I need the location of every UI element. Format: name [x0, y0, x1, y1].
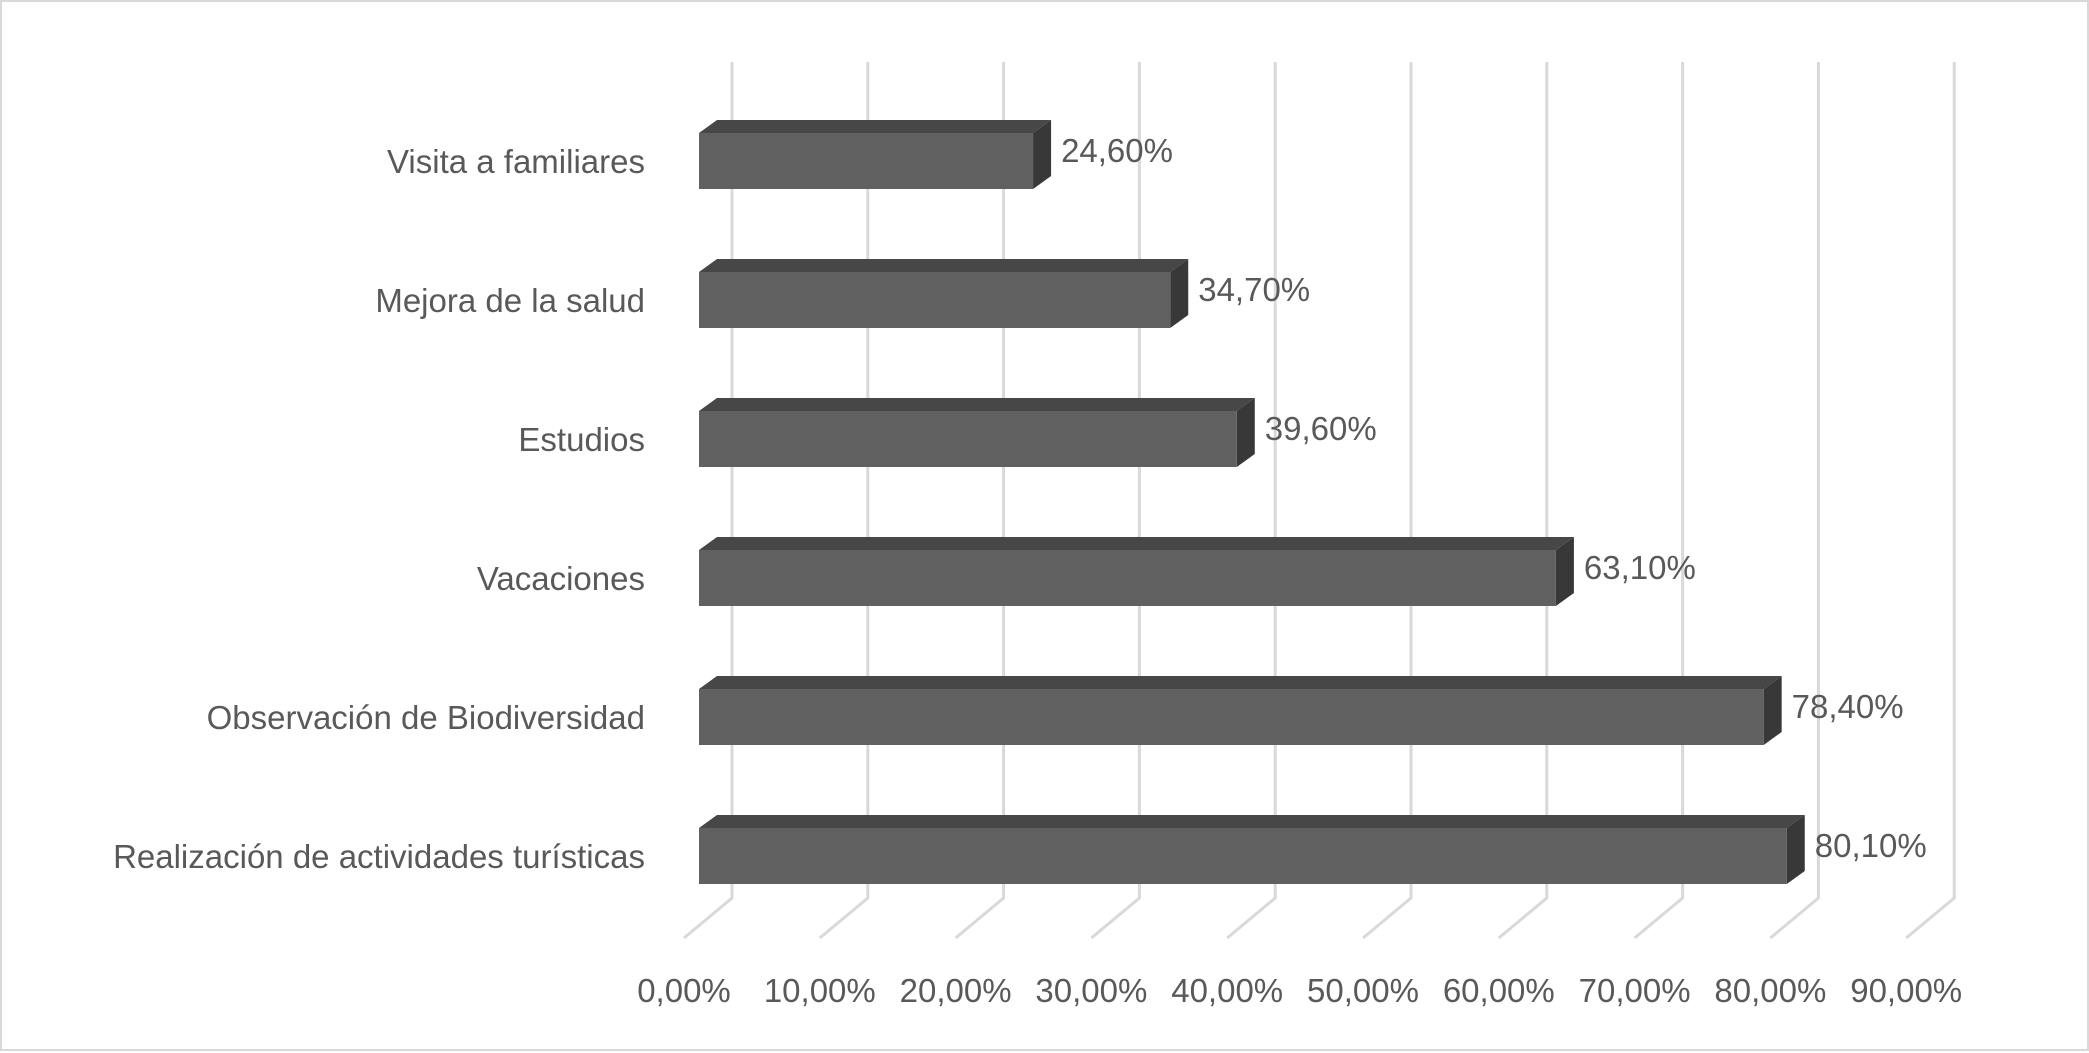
gridline — [1633, 62, 1685, 940]
gridline — [683, 62, 734, 940]
data-label: 39,60% — [1265, 410, 1377, 447]
category-label: Visita a familiares — [387, 143, 645, 180]
bar-side-face — [1763, 676, 1782, 745]
data-label: 24,60% — [1061, 132, 1173, 169]
bar — [699, 828, 1787, 884]
bar-side-face — [1033, 120, 1052, 189]
bar-top-face — [699, 815, 1805, 828]
gridline — [1497, 62, 1549, 940]
gridline — [1090, 62, 1141, 940]
bar-side-face — [1786, 815, 1805, 884]
bar-top-face — [699, 259, 1189, 272]
x-tick-label: 10,00% — [764, 972, 876, 1009]
bar-top-face — [699, 120, 1052, 133]
gridline — [818, 62, 870, 940]
x-tick-label: 40,00% — [1171, 972, 1283, 1009]
x-tick-label: 80,00% — [1714, 972, 1826, 1009]
x-tick-label: 30,00% — [1035, 972, 1147, 1009]
bar-top-face — [699, 537, 1574, 550]
bar — [699, 133, 1034, 189]
gridline — [1226, 62, 1277, 940]
data-label: 78,40% — [1792, 688, 1904, 725]
data-label: 34,70% — [1198, 271, 1310, 308]
bar-side-face — [1236, 398, 1255, 467]
bar-side-face — [1170, 259, 1189, 328]
gridline — [1769, 62, 1820, 940]
category-label: Vacaciones — [477, 560, 645, 597]
x-tick-label: 0,00% — [637, 972, 731, 1009]
gridline — [1905, 62, 1956, 940]
bar — [699, 550, 1556, 606]
x-tick-label: 90,00% — [1850, 972, 1962, 1009]
x-tick-label: 70,00% — [1579, 972, 1691, 1009]
x-tick-label: 60,00% — [1443, 972, 1555, 1009]
bar-top-face — [699, 676, 1782, 689]
bar — [699, 272, 1171, 328]
gridline — [1362, 62, 1413, 940]
bar — [699, 411, 1237, 467]
data-label: 80,10% — [1815, 827, 1927, 864]
x-tick-label: 50,00% — [1307, 972, 1419, 1009]
bar-side-face — [1555, 537, 1574, 606]
category-label: Observación de Biodiversidad — [207, 699, 645, 736]
x-tick-label: 20,00% — [900, 972, 1012, 1009]
data-label: 63,10% — [1584, 549, 1696, 586]
gridline — [954, 62, 1006, 940]
category-label: Mejora de la salud — [375, 282, 645, 319]
bar — [699, 689, 1764, 745]
category-label: Estudios — [518, 421, 645, 458]
category-label: Realización de actividades turísticas — [113, 838, 645, 875]
bar-top-face — [699, 398, 1255, 411]
